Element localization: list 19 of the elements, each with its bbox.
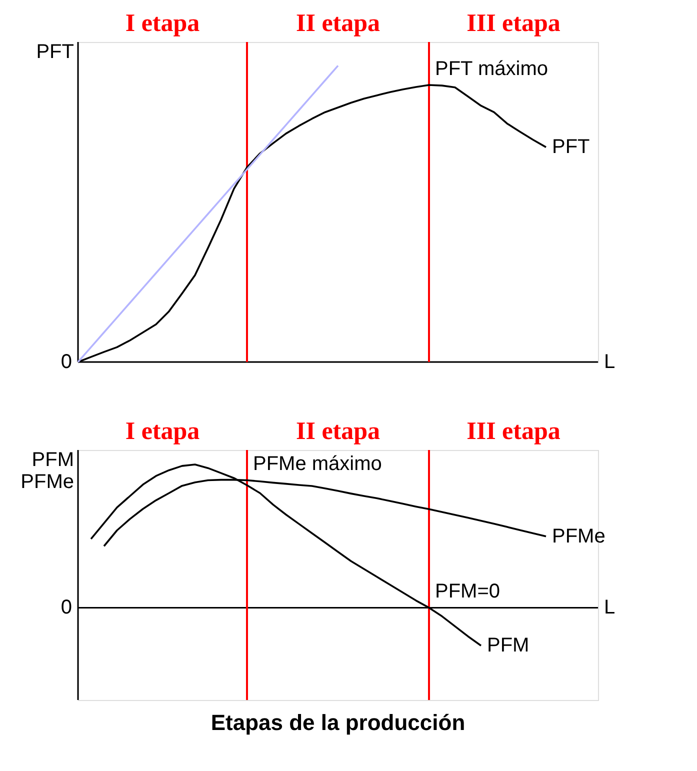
annotation: PFM=0 [435,580,500,603]
series-label: PFT [552,136,590,158]
text: I etapa [125,418,200,445]
series-label: PFM [487,634,530,657]
y-axis-title: PFM PFMe [20,449,74,493]
text: 0 [60,596,72,619]
text: II etapa [296,418,381,445]
text: I etapa [125,10,200,37]
series-label: PFMe [552,525,606,548]
text: III etapa [466,10,561,37]
annotation: PFMe máximo [253,453,382,476]
text: Etapas de la producción [210,710,466,735]
text: 0 [60,351,72,373]
annotation: PFT máximo [435,58,548,80]
x-axis-title: L [604,351,616,373]
x-axis-title: L [604,596,616,619]
y-axis-title: PFT [36,41,74,63]
text: III etapa [466,418,561,445]
text: II etapa [296,10,381,37]
